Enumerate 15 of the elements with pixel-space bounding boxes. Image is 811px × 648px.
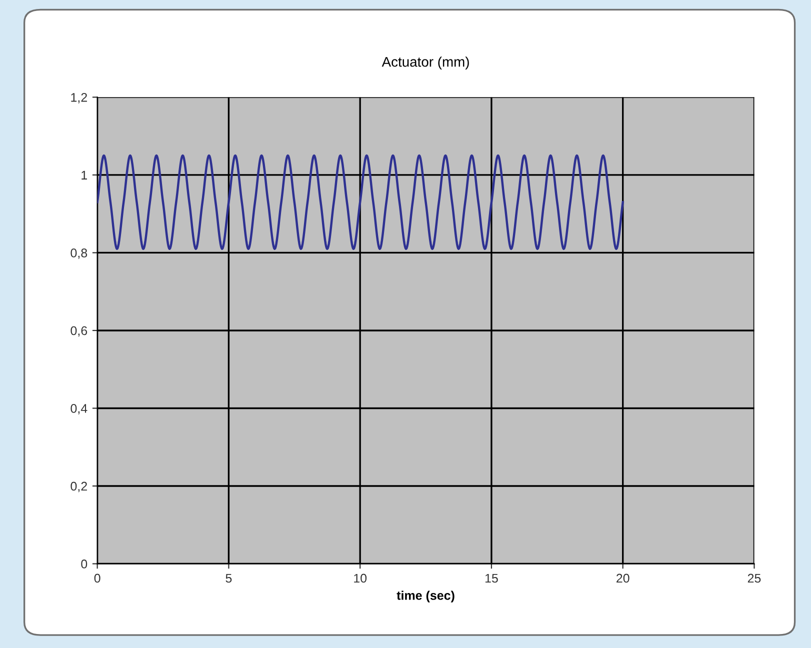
x-tick-label: 5 <box>226 574 232 583</box>
x-tick-label: 10 <box>354 574 367 583</box>
y-tick-label: 0 <box>81 560 88 568</box>
y-tick-label: 0,2 <box>70 482 87 492</box>
y-tick-label: 1 <box>82 170 87 180</box>
y-tick-label: 1,2 <box>71 93 87 104</box>
x-tick-label: 20 <box>616 574 630 583</box>
y-tick-label: 0,4 <box>70 404 88 414</box>
x-tick-label: 15 <box>485 574 498 583</box>
y-tick-label: 0,6 <box>70 326 88 337</box>
x-tick-label: 25 <box>748 574 761 583</box>
y-tick-label: 0,8 <box>70 248 88 259</box>
x-axis-title: time (sec) <box>396 590 454 602</box>
x-tick-label: 0 <box>94 574 100 583</box>
chart-title: Actuator (mm) <box>382 56 469 70</box>
